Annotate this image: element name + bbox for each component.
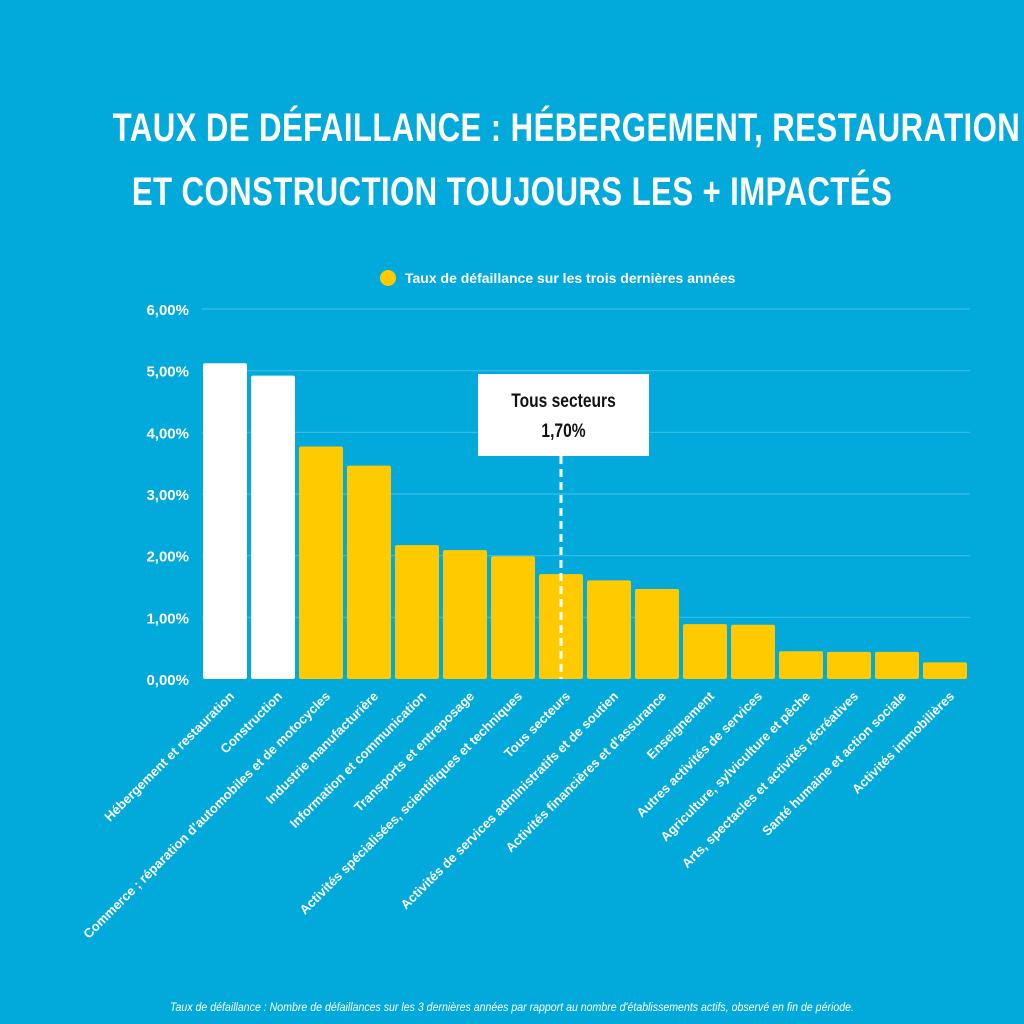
bar-6 xyxy=(491,556,535,679)
annotation-label: Tous secteurs xyxy=(511,391,616,412)
x-tick-label: Activités de services administratifs et … xyxy=(397,688,621,912)
y-axis: 0,00% 1,00% 2,00% 3,00% 4,00% 5,00% 6,00% xyxy=(146,302,189,689)
chart-title-line-1: TAUX DE DÉFAILLANCE : HÉBERGEMENT, RESTA… xyxy=(112,106,1021,150)
legend-label: Taux de défaillance sur les trois derniè… xyxy=(405,270,736,286)
y-tick-label: 4,00% xyxy=(146,425,189,442)
bar-2 xyxy=(299,446,343,679)
footnote: Taux de défaillance : Nombre de défailla… xyxy=(170,1002,854,1014)
annotation-value: 1,70% xyxy=(541,421,586,442)
legend: Taux de défaillance sur les trois derniè… xyxy=(380,268,735,288)
y-tick-label: 3,00% xyxy=(146,487,189,504)
bar-12 xyxy=(779,651,823,679)
x-tick-label: Activités spécialisées, scientifiques et… xyxy=(296,689,525,918)
bar-1 xyxy=(251,375,295,679)
y-tick-label: 0,00% xyxy=(146,672,189,689)
bars xyxy=(203,363,967,679)
bar-8 xyxy=(587,580,631,679)
bar-11 xyxy=(731,624,775,679)
bar-10 xyxy=(683,624,727,679)
bar-15 xyxy=(923,662,967,679)
bar-5 xyxy=(443,550,487,679)
bar-4 xyxy=(395,545,439,679)
bar-9 xyxy=(635,588,679,679)
bar-14 xyxy=(875,651,919,679)
annotation-box-all-sectors: Tous secteurs 1,70% xyxy=(478,374,649,456)
chart-title-line-2: ET CONSTRUCTION TOUJOURS LES + IMPACTÉS xyxy=(131,170,893,214)
bar-3 xyxy=(347,465,391,679)
y-tick-label: 1,00% xyxy=(146,610,189,627)
x-axis-labels: Hébergement et restaurationConstructionC… xyxy=(80,688,957,941)
legend-marker-icon xyxy=(380,270,396,286)
y-tick-label: 5,00% xyxy=(146,364,189,381)
bar-0 xyxy=(203,363,247,679)
bar-13 xyxy=(827,651,871,679)
y-tick-label: 2,00% xyxy=(146,549,189,566)
x-tick-label: Arts, spectacles et activités récréative… xyxy=(679,689,861,871)
y-tick-label: 6,00% xyxy=(146,302,189,319)
chart-title: TAUX DE DÉFAILLANCE : HÉBERGEMENT, RESTA… xyxy=(112,96,1021,224)
